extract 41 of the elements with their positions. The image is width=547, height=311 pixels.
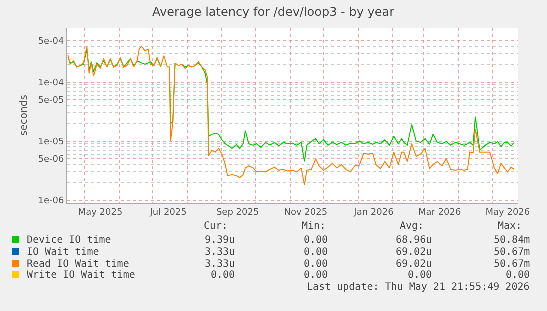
text: 69.02u (396, 247, 432, 258)
text: 69.02u (396, 259, 432, 270)
text: 68.96u (396, 235, 432, 246)
x-tick-label: May 2025 (78, 208, 123, 218)
y-tick-label: 1e-05 (38, 137, 64, 148)
legend-label: IO Wait time (27, 247, 100, 258)
text: Cur: (204, 221, 228, 232)
legend-label: Read IO Wait time (27, 259, 130, 270)
text: 0.00 (408, 270, 432, 281)
y-tick-label: 5e-04 (38, 37, 64, 48)
legend-label: Device IO time (27, 235, 112, 246)
text: 0.00 (304, 247, 328, 258)
text: 3.33u (205, 259, 236, 270)
text: 0.00 (211, 270, 236, 281)
x-tick-label: May 2026 (486, 208, 530, 218)
y-tick-label: 1e-06 (38, 196, 64, 206)
chart-title: Average latency for /dev/loop3 - by year (152, 5, 395, 20)
text: 3.33u (205, 247, 236, 258)
text: 50.84m (494, 235, 530, 246)
x-tick-label: Sep 2025 (216, 208, 260, 218)
text: Max: (498, 221, 522, 232)
text: 0.00 (304, 235, 328, 246)
text: Last update: Thu May 21 21:55:49 2026 (307, 282, 530, 293)
text: Avg: (400, 221, 424, 232)
text: 0.00 (506, 270, 530, 281)
x-tick-label: Nov 2025 (284, 208, 328, 218)
y-tick-label: 1e-04 (38, 78, 64, 88)
text: 9.39u (205, 235, 236, 246)
y-tick-label: 5e-06 (38, 155, 64, 166)
text: 0.00 (304, 270, 328, 281)
y-tick-label: 5e-05 (38, 96, 64, 106)
text: 50.67m (494, 259, 530, 270)
x-tick-label: Jan 2026 (353, 208, 394, 218)
x-tick-label: Jul 2025 (149, 208, 187, 218)
x-tick-label: Mar 2026 (418, 208, 462, 218)
legend-label: Write IO Wait time (27, 270, 136, 281)
line-series (68, 46, 516, 186)
text: 0.00 (304, 259, 328, 270)
text: Min: (302, 221, 326, 232)
text: 50.67m (494, 247, 530, 258)
y-axis-title: seconds (19, 95, 30, 136)
